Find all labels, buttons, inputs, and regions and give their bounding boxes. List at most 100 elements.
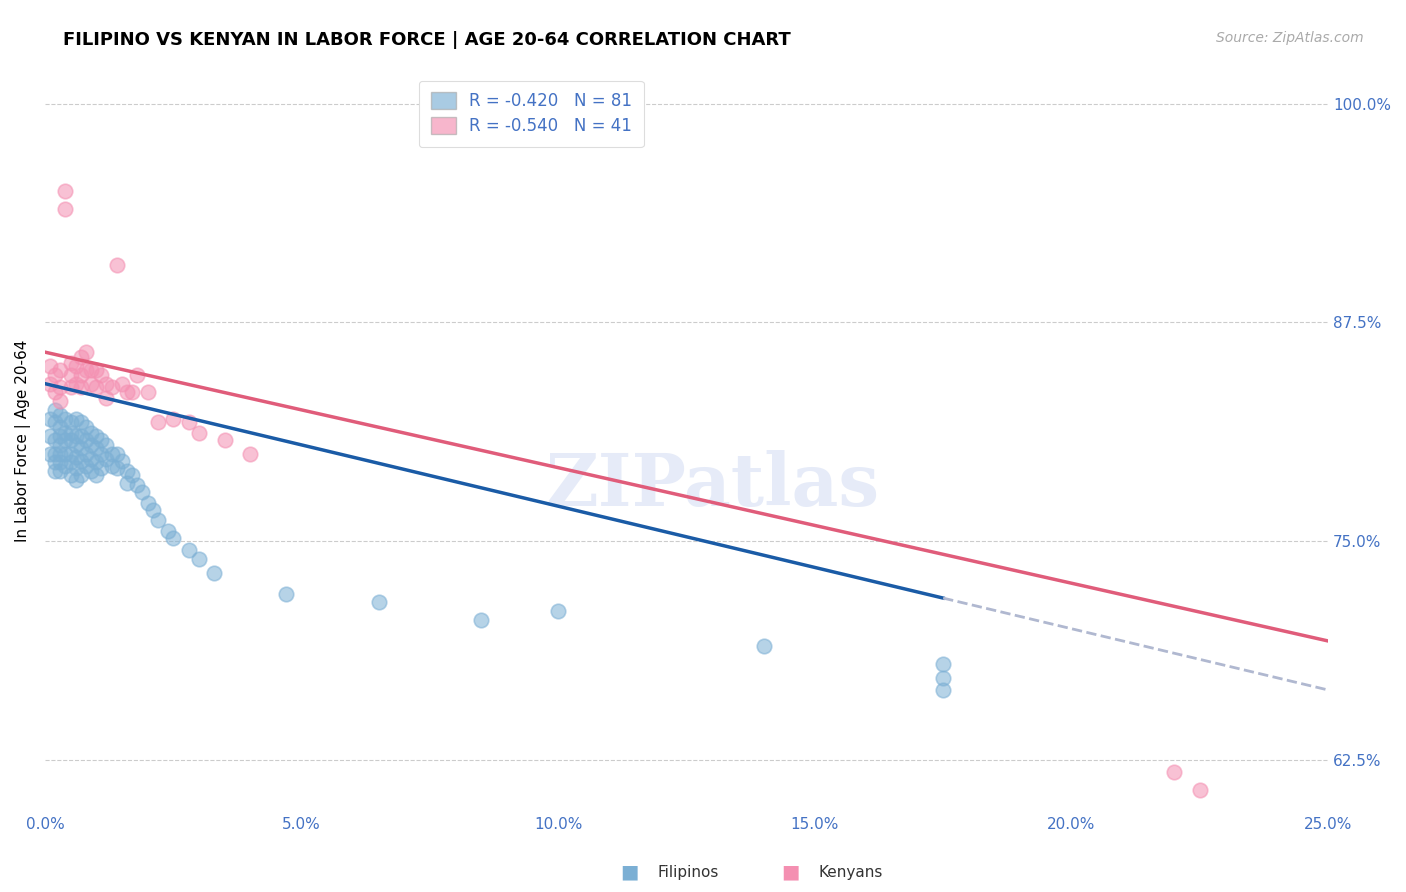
Point xyxy=(90,447,112,461)
Point xyxy=(177,543,200,558)
Point xyxy=(59,433,82,447)
Point xyxy=(136,496,159,510)
Point xyxy=(100,447,122,461)
Point xyxy=(1163,765,1185,780)
Point xyxy=(44,455,66,469)
Point xyxy=(49,447,72,461)
Point xyxy=(65,411,87,425)
Point xyxy=(65,450,87,465)
Point xyxy=(55,425,77,440)
Point xyxy=(55,411,77,425)
Point xyxy=(39,447,62,461)
Point xyxy=(59,356,82,370)
Point xyxy=(84,455,107,469)
Point xyxy=(96,438,118,452)
Point xyxy=(69,368,91,382)
Point xyxy=(146,513,169,527)
Point xyxy=(65,376,87,391)
Point xyxy=(202,566,225,580)
Point xyxy=(75,362,97,376)
Point xyxy=(75,433,97,447)
Point xyxy=(69,351,91,365)
Point xyxy=(162,531,184,545)
Point xyxy=(115,385,138,400)
Point xyxy=(177,415,200,429)
Point xyxy=(932,671,955,685)
Point xyxy=(932,657,955,671)
Point xyxy=(187,551,209,566)
Point xyxy=(136,385,159,400)
Point xyxy=(69,415,91,429)
Point xyxy=(75,447,97,461)
Point xyxy=(69,429,91,443)
Point xyxy=(111,376,134,391)
Point xyxy=(932,683,955,698)
Point xyxy=(105,258,128,272)
Point xyxy=(59,368,82,382)
Point xyxy=(65,460,87,475)
Point xyxy=(69,453,91,467)
Point xyxy=(84,380,107,394)
Point xyxy=(142,502,165,516)
Point xyxy=(80,464,103,478)
Point xyxy=(49,420,72,434)
Point xyxy=(49,464,72,478)
Point xyxy=(1188,782,1211,797)
Point xyxy=(49,394,72,409)
Point xyxy=(162,411,184,425)
Point xyxy=(49,408,72,422)
Point xyxy=(127,368,149,382)
Point xyxy=(39,411,62,425)
Point xyxy=(59,455,82,469)
Point xyxy=(121,467,143,482)
Point xyxy=(105,447,128,461)
Point xyxy=(44,447,66,461)
Point xyxy=(111,453,134,467)
Point xyxy=(55,433,77,447)
Point xyxy=(214,433,236,447)
Point xyxy=(84,362,107,376)
Point xyxy=(80,425,103,440)
Point xyxy=(84,429,107,443)
Point xyxy=(75,420,97,434)
Point xyxy=(44,403,66,417)
Point xyxy=(65,429,87,443)
Point xyxy=(96,391,118,405)
Point xyxy=(49,380,72,394)
Point xyxy=(55,458,77,473)
Point xyxy=(44,385,66,400)
Point xyxy=(90,433,112,447)
Point xyxy=(44,368,66,382)
Point xyxy=(100,380,122,394)
Text: ZIPatlas: ZIPatlas xyxy=(546,450,879,521)
Point xyxy=(59,415,82,429)
Point xyxy=(65,438,87,452)
Point xyxy=(55,447,77,461)
Point xyxy=(90,368,112,382)
Text: ■: ■ xyxy=(782,863,800,882)
Point xyxy=(100,458,122,473)
Point xyxy=(121,385,143,400)
Point xyxy=(187,425,209,440)
Point xyxy=(115,476,138,491)
Point xyxy=(55,184,77,198)
Point xyxy=(131,485,153,500)
Point xyxy=(75,345,97,359)
Point xyxy=(752,639,775,653)
Point xyxy=(75,458,97,473)
Point xyxy=(49,438,72,452)
Point xyxy=(367,595,389,609)
Text: FILIPINO VS KENYAN IN LABOR FORCE | AGE 20-64 CORRELATION CHART: FILIPINO VS KENYAN IN LABOR FORCE | AGE … xyxy=(63,31,792,49)
Point xyxy=(547,604,569,618)
Point xyxy=(69,467,91,482)
Point xyxy=(59,380,82,394)
Point xyxy=(55,202,77,216)
Text: ■: ■ xyxy=(620,863,638,882)
Text: Kenyans: Kenyans xyxy=(818,865,883,880)
Point xyxy=(276,587,298,601)
Point xyxy=(49,455,72,469)
Point xyxy=(65,473,87,487)
Point xyxy=(59,425,82,440)
Text: Filipinos: Filipinos xyxy=(657,865,718,880)
Point xyxy=(59,447,82,461)
